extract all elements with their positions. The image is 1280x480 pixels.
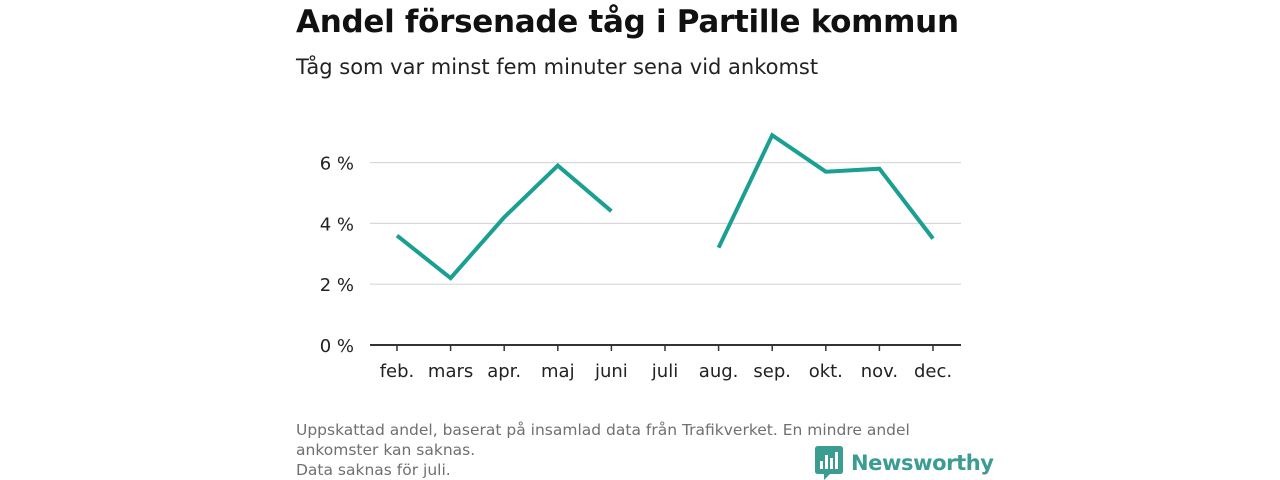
x-tick-label: okt. — [809, 361, 843, 382]
footnote-line-2: ankomster kan saknas. — [296, 441, 476, 459]
x-tick-label: juli — [651, 361, 678, 382]
brand-name: Newsworthy — [851, 451, 994, 475]
x-tick-label: feb. — [380, 361, 415, 382]
footnote: Uppskattad andel, baserat på insamlad da… — [296, 420, 986, 480]
x-tick-label: maj — [541, 361, 575, 382]
y-tick-label: 0 % — [320, 336, 354, 357]
y-tick-label: 2 % — [320, 275, 354, 296]
x-tick-label: juni — [594, 361, 628, 382]
x-tick-label: aug. — [699, 361, 739, 382]
chart-title: Andel försenade tåg i Partille kommun — [296, 4, 959, 40]
x-tick-label: sep. — [753, 361, 791, 382]
chart-subtitle: Tåg som var minst fem minuter sena vid a… — [296, 55, 819, 79]
x-tick-label: dec. — [914, 361, 952, 382]
series-line — [716, 132, 935, 249]
y-tick-label: 6 % — [320, 154, 354, 175]
y-tick-label: 4 % — [320, 214, 354, 235]
x-tick-label: nov. — [861, 361, 898, 382]
x-tick-label: mars — [428, 361, 473, 382]
footnote-line-1: Uppskattad andel, baserat på insamlad da… — [296, 421, 910, 439]
footnote-line-3: Data saknas för juli. — [296, 461, 451, 479]
series-line — [395, 162, 613, 281]
x-tick-label: apr. — [487, 361, 521, 382]
bar-chart-logo-icon — [815, 446, 843, 480]
newsworthy-logo: Newsworthy — [815, 446, 994, 480]
